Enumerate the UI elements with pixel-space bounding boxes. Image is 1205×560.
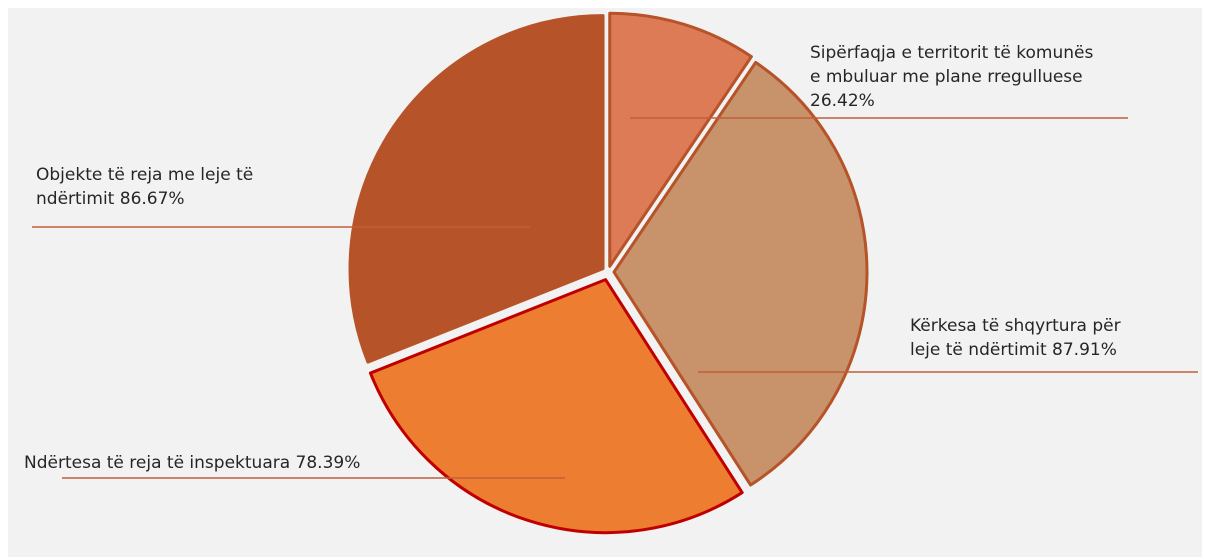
leader-lines bbox=[32, 117, 1198, 479]
data-label: Objekte të reja me leje të ndërtimit 86.6… bbox=[36, 165, 253, 209]
pie-slice bbox=[608, 11, 753, 268]
data-labels: Sipërfaqja e territorit të komunës e mbul… bbox=[24, 43, 1121, 473]
data-label: Kërkesa të shqyrtura për leje të ndërtimi… bbox=[910, 316, 1121, 360]
pie-slice bbox=[368, 278, 744, 535]
data-label: Ndërtesa të reja të inspektuara 78.39% bbox=[24, 453, 360, 473]
pie-slices bbox=[348, 11, 869, 535]
data-label: Sipërfaqja e territorit të komunës e mbul… bbox=[810, 43, 1093, 111]
pie-slice bbox=[348, 14, 605, 364]
pie-slice bbox=[612, 60, 869, 487]
